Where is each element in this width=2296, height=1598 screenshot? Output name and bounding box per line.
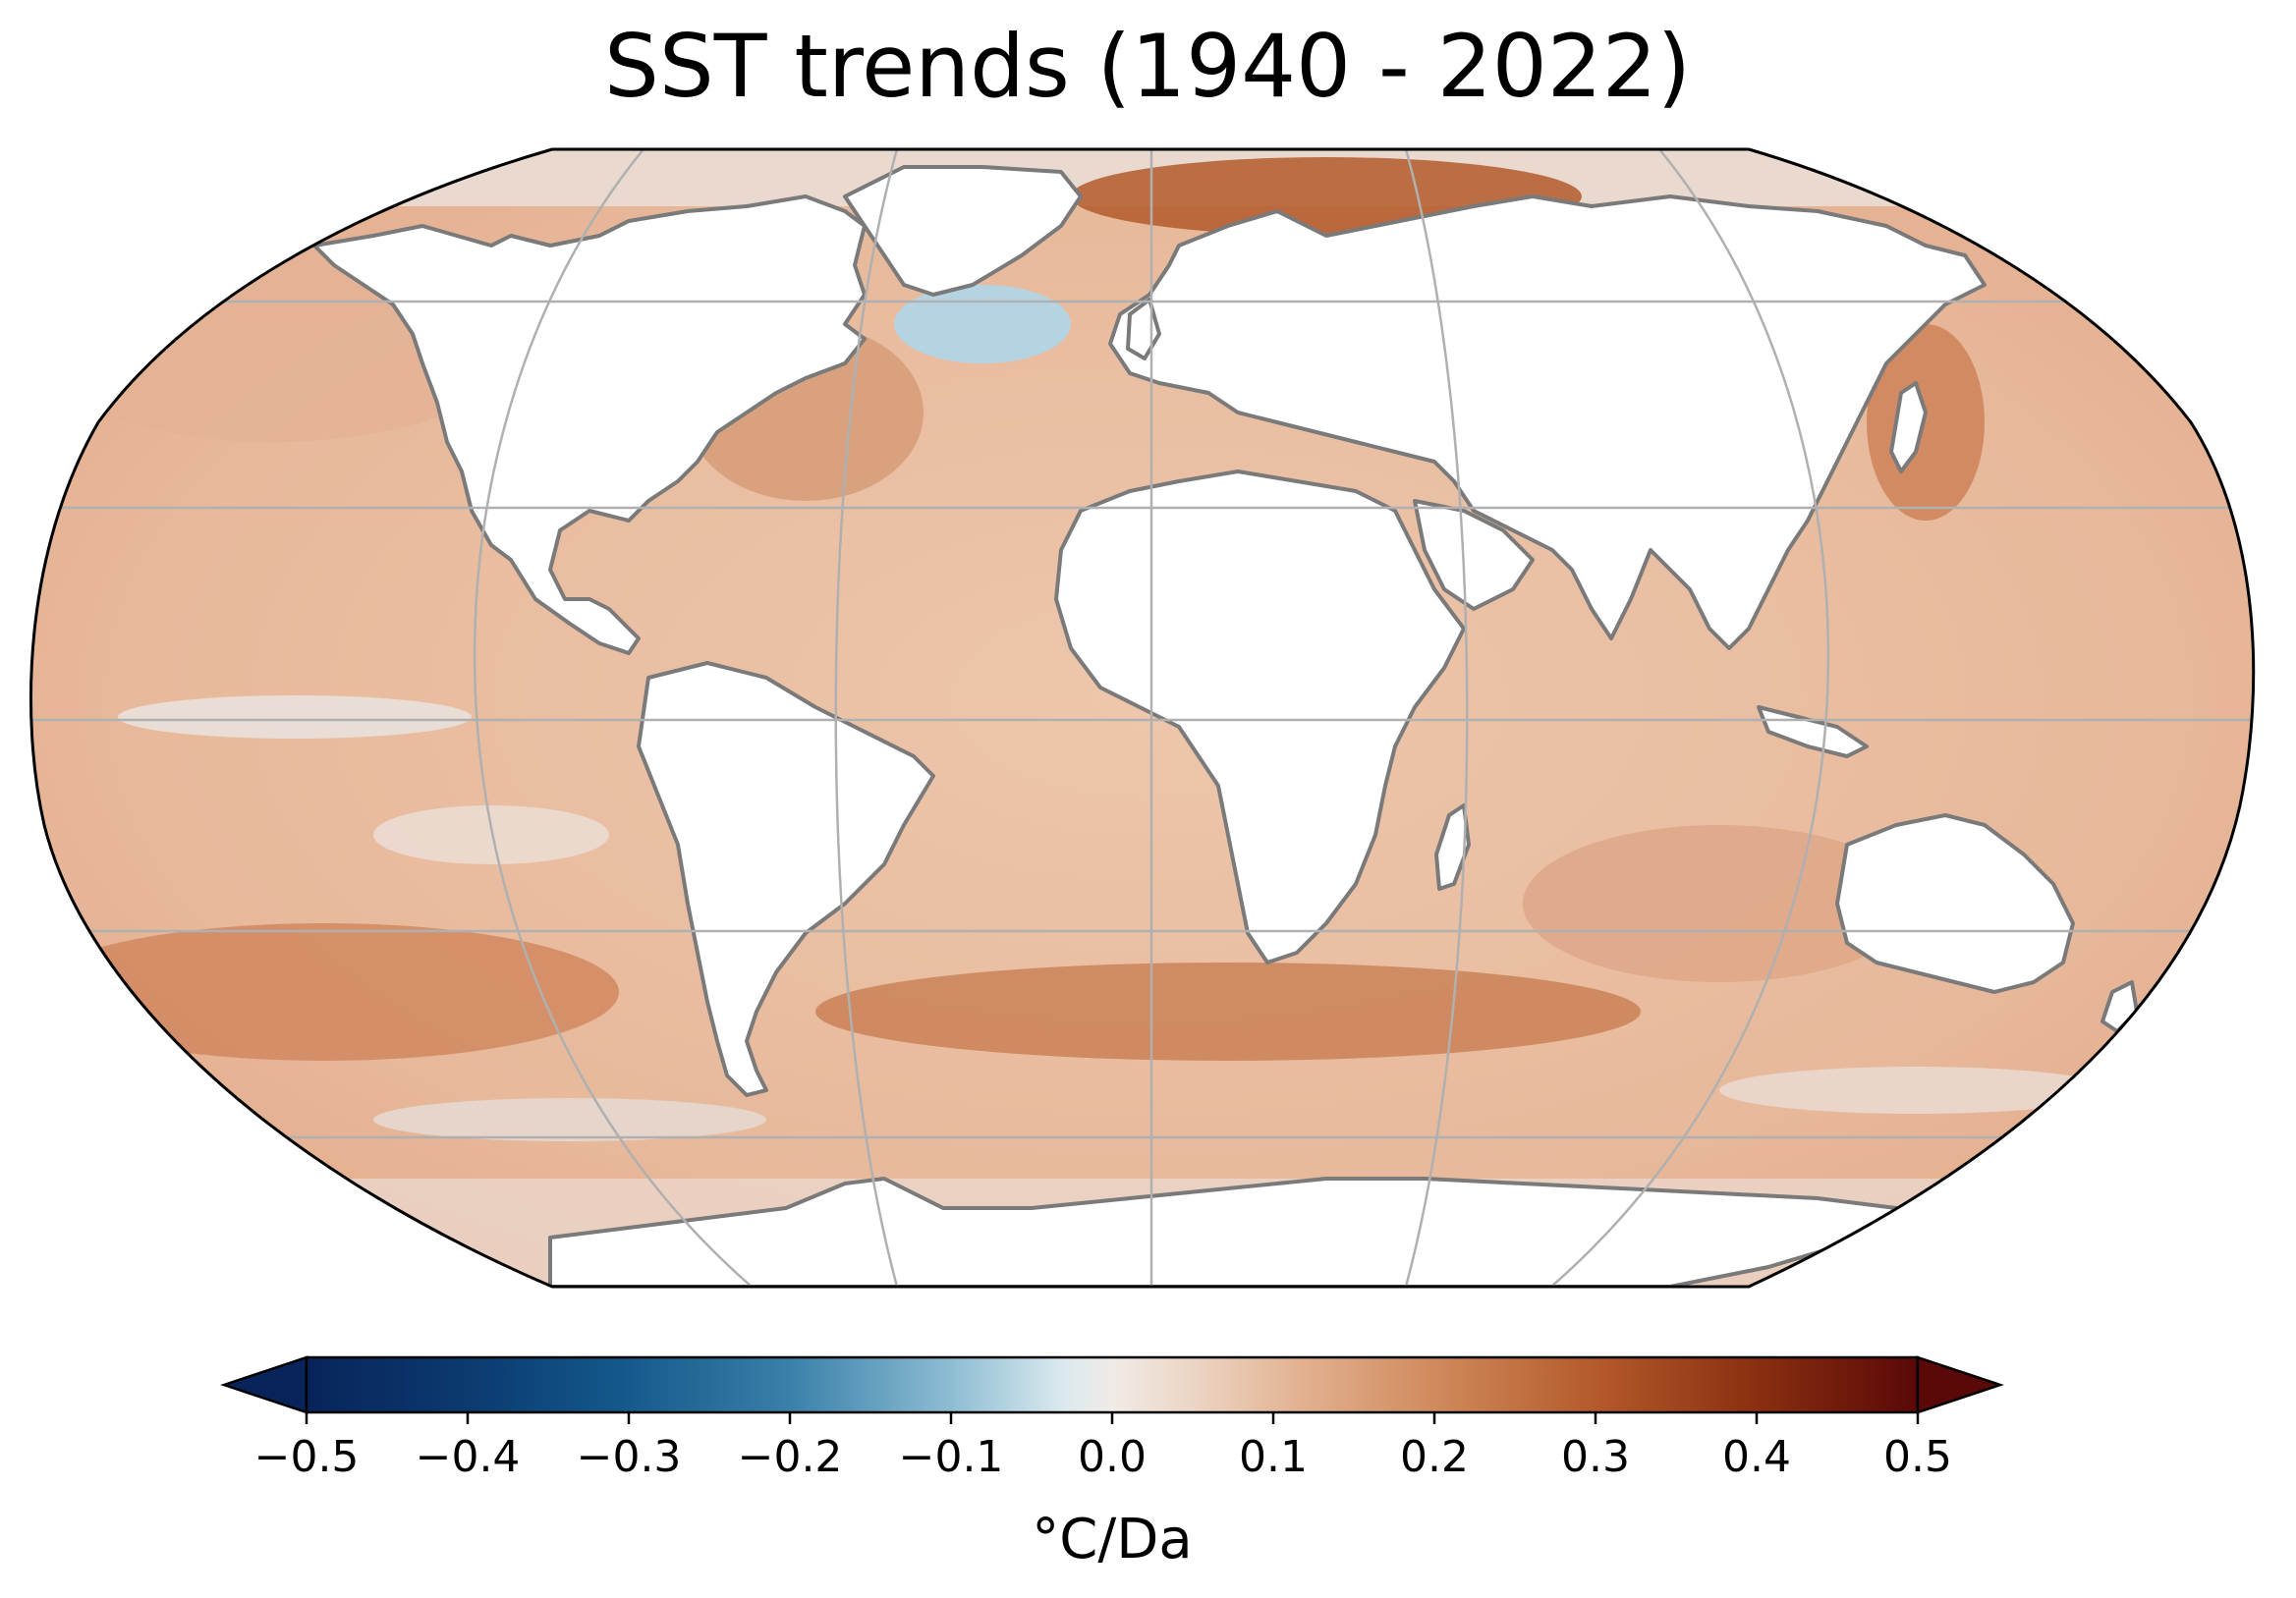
map-frame	[28, 147, 2256, 1289]
meridian-curve	[834, 149, 899, 1287]
kuroshio-warming	[1867, 324, 1985, 521]
colorbar-extend-low	[220, 1355, 308, 1414]
japan	[1889, 381, 1928, 473]
colorbar-tick-label: 0.0	[1078, 1432, 1147, 1482]
colorbar-tick-label: −0.1	[899, 1432, 1004, 1482]
colorbar-body	[305, 1355, 1920, 1414]
south-america	[637, 661, 935, 1097]
colorbar-tick-label: 0.2	[1400, 1432, 1469, 1482]
north-atlantic-cold-spot	[894, 285, 1071, 363]
australia	[1835, 813, 2075, 994]
meridian-curve	[1404, 149, 1469, 1287]
colorbar-tick-label: −0.5	[254, 1432, 360, 1482]
greenland	[843, 165, 1083, 297]
colorbar-extend-high	[1916, 1355, 2004, 1414]
meridian-curve	[473, 149, 753, 1287]
graticule	[30, 149, 2254, 1287]
south-pacific-warm-zone	[30, 923, 619, 1061]
arabian-peninsula	[1413, 499, 1535, 611]
africa	[1054, 469, 1466, 964]
colorbar-ticks: −0.5 −0.4 −0.3 −0.2 −0.1 0.0 0.1 0.2 0.3 0.4 0.5	[254, 1412, 1952, 1482]
colorbar-tick-label: 0.3	[1561, 1432, 1630, 1482]
colorbar-tick-label: −0.3	[577, 1432, 682, 1482]
madagascar	[1434, 803, 1471, 891]
colorbar-tick-label: −0.4	[416, 1432, 521, 1482]
map-panel	[30, 149, 2254, 1287]
europe-asia	[1108, 194, 1987, 650]
southern-ocean-cool-band-east	[1719, 1067, 2112, 1114]
colorbar-tick-label: 0.4	[1722, 1432, 1791, 1482]
colorbar-label: °C/Da	[1032, 1508, 1192, 1571]
southeast-pacific-cool	[373, 805, 609, 864]
colorbar-tick-label: 0.5	[1883, 1432, 1952, 1482]
southern-ocean-cool-band-west	[373, 1098, 766, 1141]
north-america	[312, 194, 867, 655]
colorbar-tick-label: 0.1	[1239, 1432, 1308, 1482]
land-masses	[312, 165, 2139, 1287]
equatorial-pacific-cool	[118, 695, 472, 739]
colorbar: −0.5 −0.4 −0.3 −0.2 −0.1 0.0 0.1 0.2 0.3 0.4 0.5 °…	[220, 1355, 2004, 1571]
colorbar-tick-label: −0.2	[738, 1432, 843, 1482]
figure-title: SST trends (1940 - 2022)	[604, 16, 1691, 117]
indian-ocean-warm-zone	[1523, 825, 1916, 982]
southern-ocean-warm-band	[815, 963, 1641, 1061]
meridian-curve	[1550, 149, 1830, 1287]
